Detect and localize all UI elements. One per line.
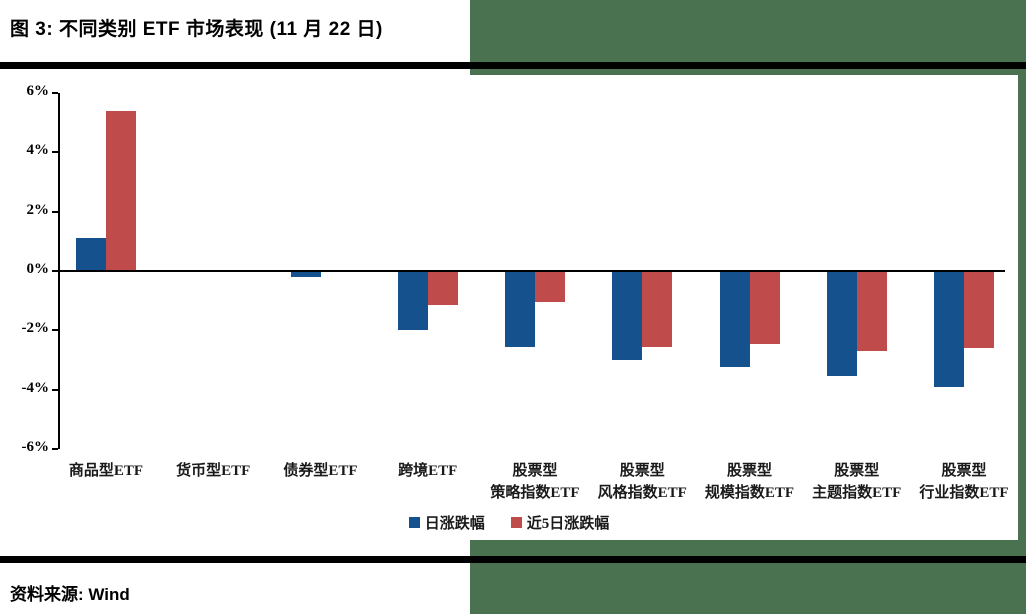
- chart-legend: 日涨跌幅 近5日涨跌幅: [0, 512, 1018, 533]
- legend-label-daily: 日涨跌幅: [424, 516, 485, 532]
- y-tick-mark: [52, 151, 58, 154]
- legend-item-five-day: 近5日涨跌幅: [510, 512, 610, 533]
- category-label: 货币型ETF: [176, 463, 251, 479]
- category-label: 债券型ETF: [283, 463, 358, 479]
- y-tick-mark: [52, 329, 58, 332]
- daily-change-bar: [397, 271, 428, 331]
- category-label: 跨境ETF: [398, 463, 458, 479]
- y-tick-mark: [52, 210, 58, 213]
- y-tick-mark: [52, 92, 58, 94]
- y-tick-mark: [52, 448, 58, 450]
- y-tick-mark: [52, 388, 58, 391]
- zero-baseline: [58, 270, 1005, 272]
- five-day-change-bar: [642, 271, 673, 347]
- category-label: 股票型 策略指数ETF: [490, 463, 580, 501]
- y-tick-label: 6%: [26, 83, 50, 99]
- legend-label-five-day: 近5日涨跌幅: [526, 516, 610, 532]
- daily-change-bar: [934, 271, 964, 387]
- green-right-strip: [1018, 0, 1026, 614]
- category-label: 股票型 行业指数ETF: [919, 463, 1009, 501]
- five-day-series-swatch-icon: [510, 517, 522, 528]
- five-day-change-bar: [749, 271, 780, 344]
- category-label: 商品型ETF: [68, 463, 144, 479]
- y-tick-label: 4%: [26, 142, 50, 159]
- y-tick-label: -4%: [21, 379, 50, 396]
- y-tick-label: 2%: [26, 201, 50, 218]
- five-day-change-bar: [106, 110, 136, 271]
- y-tick-label: -2%: [21, 320, 50, 337]
- legend-item-daily: 日涨跌幅: [408, 512, 485, 533]
- category-label: 股票型 主题指数ETF: [812, 463, 902, 501]
- footer-divider-rule: [0, 556, 1026, 563]
- five-day-change-bar: [427, 271, 458, 306]
- five-day-change-bar: [856, 271, 887, 352]
- y-tick-mark: [52, 270, 58, 272]
- daily-series-swatch-icon: [408, 517, 420, 528]
- daily-change-bar: [612, 271, 643, 360]
- five-day-change-bar: [535, 271, 565, 303]
- daily-change-bar: [719, 271, 750, 368]
- daily-change-bar: [826, 271, 857, 377]
- source-text: 资料来源: Wind: [10, 585, 130, 604]
- daily-change-bar: [290, 271, 321, 277]
- y-tick-label: -6%: [21, 439, 50, 455]
- five-day-change-bar: [964, 271, 994, 349]
- title-divider-rule: [0, 62, 1026, 69]
- green-footer-block: [470, 540, 1026, 614]
- daily-change-bar: [505, 271, 535, 347]
- bar-chart-area: 6% 4% 2% 0% -2% -4% -6% 商品型ETF 货币型ETF 债券型ETF 跨境ETF…: [0, 75, 1018, 540]
- daily-change-bar: [76, 238, 106, 271]
- category-label: 股票型 风格指数ETF: [597, 463, 687, 501]
- figure-title: 图 3: 不同类别 ETF 市场表现 (11 月 22 日): [10, 19, 383, 40]
- category-label: 股票型 规模指数ETF: [704, 463, 795, 501]
- y-tick-label: 0%: [26, 261, 50, 277]
